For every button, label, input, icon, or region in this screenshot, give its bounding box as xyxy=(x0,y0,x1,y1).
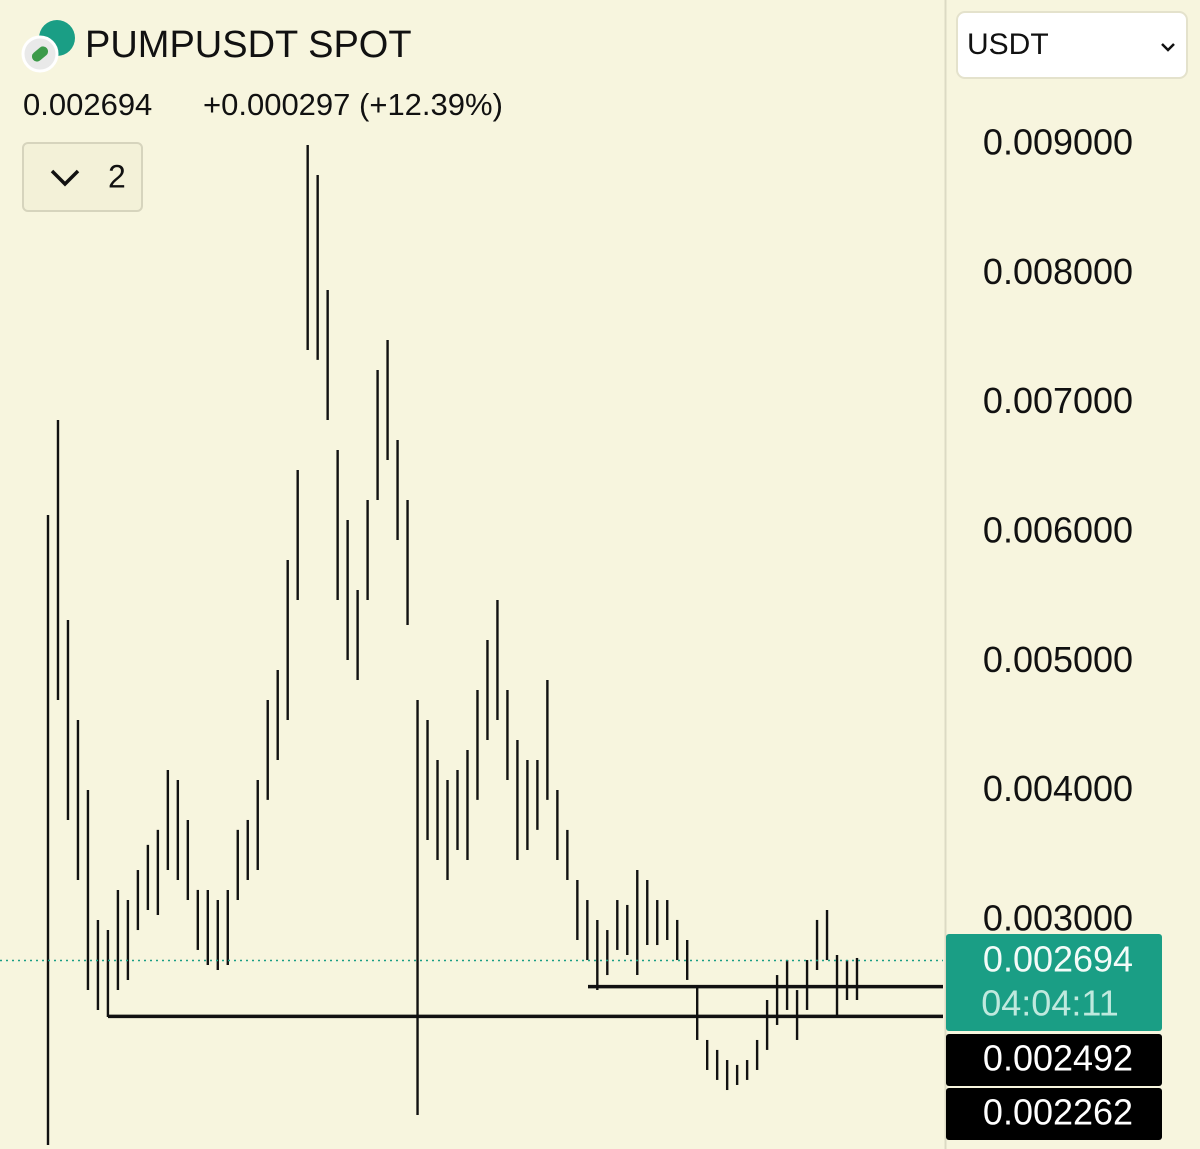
last-price-tag xyxy=(946,934,1162,1031)
level-label: 0.002492 xyxy=(983,1038,1133,1079)
y-tick-label: 0.005000 xyxy=(983,639,1133,680)
price-change: +0.000297 (+12.39%) xyxy=(203,87,503,122)
y-tick-label: 0.004000 xyxy=(983,768,1133,809)
y-tick-label: 0.003000 xyxy=(983,898,1133,939)
y-tick-label: 0.008000 xyxy=(983,251,1133,292)
logo xyxy=(21,20,75,73)
chevron xyxy=(50,169,80,187)
chart-title: PUMPUSDT SPOT xyxy=(85,24,412,66)
last-price-label: 0.002694 xyxy=(983,939,1133,980)
countdown: 04:04:11 xyxy=(981,983,1118,1024)
currency-select[interactable]: USDT xyxy=(956,11,1188,79)
y-tick-label: 0.006000 xyxy=(983,509,1133,550)
last-price: 0.002694 xyxy=(23,87,152,122)
y-tick-label: 0.007000 xyxy=(983,380,1133,421)
currency: USDT xyxy=(967,28,1049,61)
level-tag xyxy=(946,1034,1162,1086)
select-box[interactable] xyxy=(956,11,1188,79)
level-tag xyxy=(946,1088,1162,1140)
indicator-toggle[interactable]: 2 xyxy=(22,142,143,212)
toggle-box[interactable] xyxy=(22,142,143,212)
chevron xyxy=(1161,43,1175,52)
indicator-count: 2 xyxy=(108,158,126,194)
level-label: 0.002262 xyxy=(983,1092,1133,1133)
y-tick-label: 0.009000 xyxy=(983,121,1133,162)
